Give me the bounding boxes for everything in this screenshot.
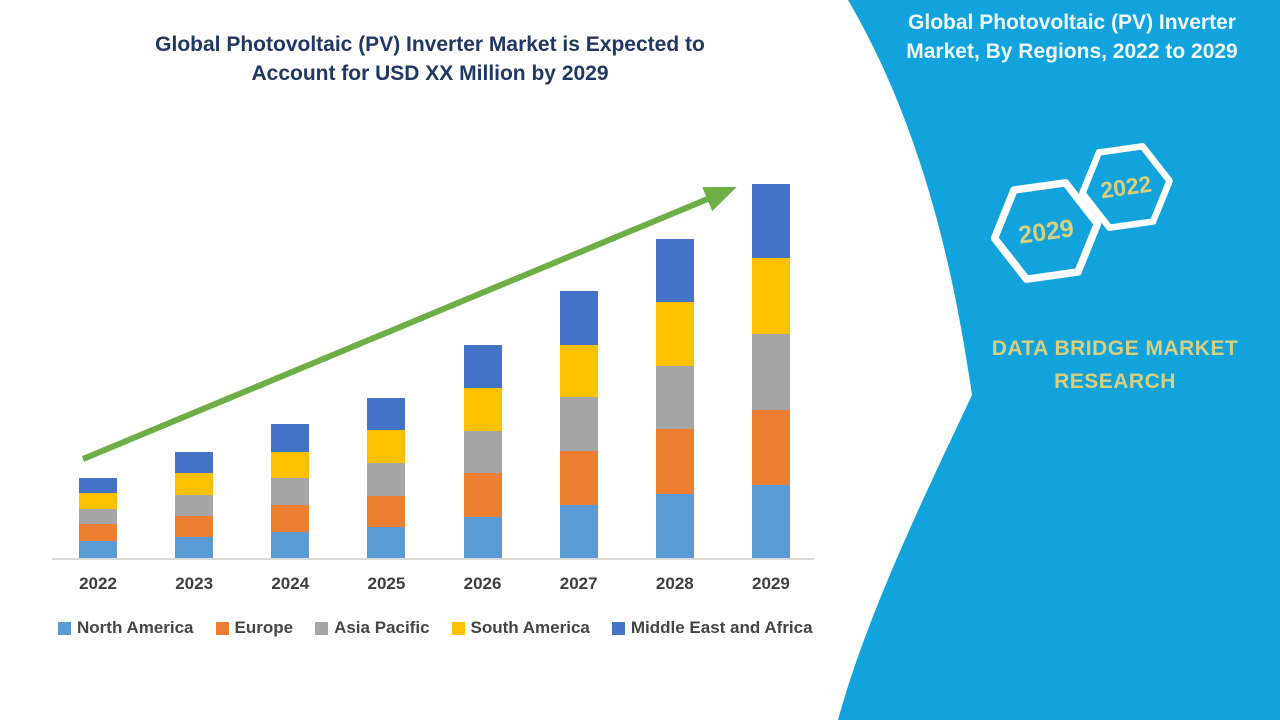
x-axis-label-2029: 2029 — [752, 574, 790, 593]
legend-label-asia-pacific: Asia Pacific — [334, 618, 430, 637]
bar-segment-2024-europe — [271, 505, 310, 532]
x-axis-label-2025: 2025 — [367, 574, 406, 593]
chart-title-line-2: Account for USD XX Million by 2029 — [251, 62, 609, 85]
chart-title: Global Photovoltaic (PV) Inverter Market… — [0, 30, 860, 88]
bar-segment-2024-asia-pacific — [271, 478, 310, 505]
x-axis-label-2023: 2023 — [175, 574, 214, 593]
x-axis-label-2027: 2027 — [559, 574, 598, 593]
legend-label-middle-east-and-africa: Middle East and Africa — [630, 618, 813, 637]
hexagon-2022-label: 2022 — [1099, 171, 1153, 204]
legend-swatch-south-america — [451, 621, 465, 635]
bar-segment-2029-south-america — [751, 258, 790, 334]
legend-item-asia-pacific: Asia Pacific — [315, 618, 430, 638]
bar-segment-2022-europe — [79, 524, 117, 541]
right-panel-title-line-1: Global Photovoltaic (PV) Inverter — [908, 11, 1236, 34]
bar-segment-2022-north-america — [79, 541, 117, 559]
legend-swatch-north-america — [58, 621, 71, 635]
bar-segment-2026-north-america — [463, 517, 502, 559]
bar-segment-2023-north-america — [175, 537, 214, 559]
bar-segment-2025-north-america — [367, 527, 406, 559]
right-panel-title-line-2: Market, By Regions, 2022 to 2029 — [906, 40, 1238, 63]
legend-item-north-america: North America — [58, 618, 194, 638]
right-panel-title: Global Photovoltaic (PV) Inverter Market… — [864, 8, 1280, 66]
bar-segment-2023-south-america — [175, 473, 214, 495]
legend-item-europe: Europe — [215, 618, 294, 638]
bar-segment-2026-europe — [463, 473, 502, 517]
legend-label-north-america: North America — [77, 618, 194, 637]
bar-segment-2022-middle-east-and-africa — [79, 478, 117, 493]
bar-2022 — [79, 478, 117, 559]
bar-segment-2023-europe — [175, 516, 214, 537]
hexagon-2029: 2029 — [990, 179, 1102, 283]
legend-swatch-asia-pacific — [315, 621, 329, 635]
bar-segment-2025-asia-pacific — [367, 463, 406, 496]
legend-swatch-middle-east-and-africa — [611, 621, 625, 635]
bar-segment-2028-north-america — [655, 494, 694, 559]
chart-title-line-1: Global Photovoltaic (PV) Inverter Market… — [155, 33, 705, 56]
x-axis-line — [52, 558, 814, 560]
x-axis-label-2024: 2024 — [271, 574, 310, 593]
x-axis-label-2028: 2028 — [655, 574, 694, 593]
bar-segment-2029-europe — [751, 410, 790, 485]
legend-swatch-europe — [215, 621, 229, 635]
brand-text: DATA BRIDGE MARKET RESEARCH — [952, 332, 1278, 398]
bar-segment-2029-north-america — [751, 485, 790, 559]
hexagon-2029-label: 2029 — [1017, 214, 1076, 249]
bar-segment-2025-europe — [367, 496, 406, 527]
legend-item-south-america: South America — [451, 618, 590, 638]
bar-2023 — [175, 452, 214, 559]
hexagon-2029-outline — [990, 179, 1102, 283]
chart-panel: Global Photovoltaic (PV) Inverter Market… — [0, 30, 860, 638]
hexagon-2022-outline — [1079, 143, 1173, 231]
x-axis-label-2026: 2026 — [463, 574, 502, 593]
bar-segment-2024-north-america — [271, 532, 310, 559]
legend-label-south-america: South America — [470, 618, 590, 637]
legend-item-middle-east-and-africa: Middle East and Africa — [611, 618, 813, 638]
bar-segment-2029-middle-east-and-africa — [751, 184, 790, 258]
bar-2029 — [751, 184, 790, 559]
bar-segment-2029-asia-pacific — [751, 334, 790, 410]
legend-label-europe: Europe — [234, 618, 294, 637]
x-axis-label-2022: 2022 — [79, 574, 117, 593]
brand-text-line-1: DATA BRIDGE MARKET — [991, 337, 1239, 360]
bar-segment-2022-south-america — [79, 493, 117, 509]
bar-segment-2022-asia-pacific — [79, 509, 117, 524]
chart-legend: North America Europe Asia Pacific South Ame… — [58, 618, 813, 638]
brand-text-line-2: RESEARCH — [1054, 370, 1176, 393]
bar-segment-2023-asia-pacific — [175, 495, 214, 516]
bar-segment-2027-north-america — [559, 505, 598, 559]
